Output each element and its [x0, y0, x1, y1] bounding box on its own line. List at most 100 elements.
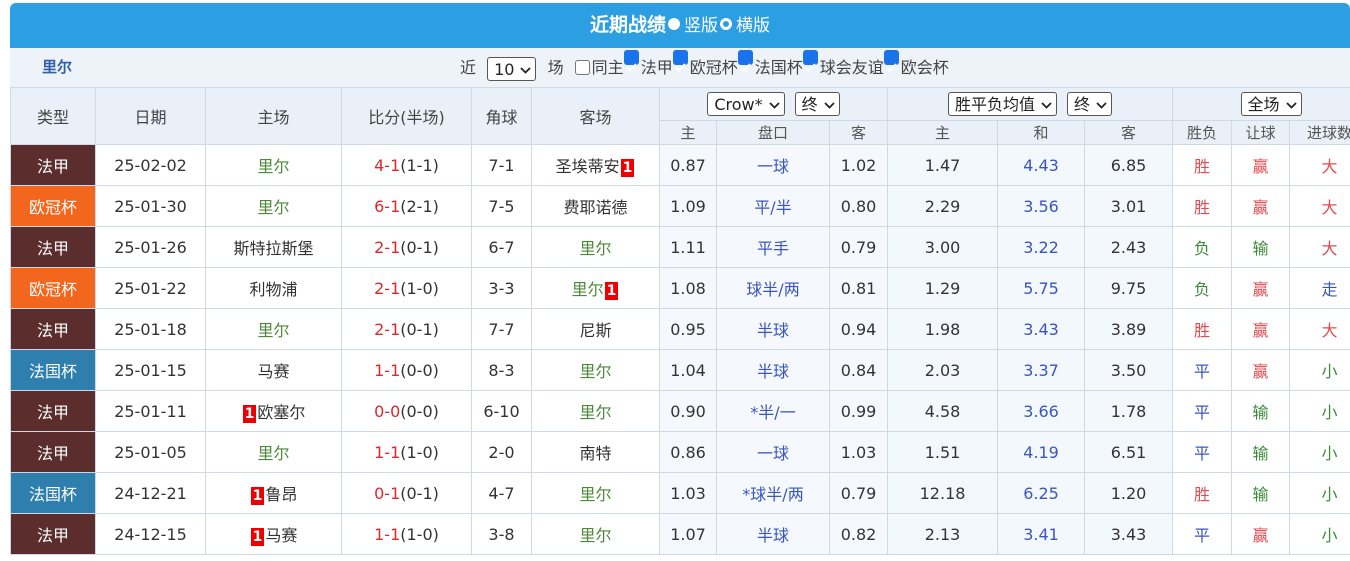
dropdown[interactable]: 胜平负均值 [948, 92, 1058, 116]
match-date: 25-01-22 [95, 267, 206, 309]
handicap: 一球 [716, 431, 830, 473]
option-label: 欧会杯 [900, 58, 949, 77]
match-date: 25-01-05 [95, 431, 206, 473]
away-team-cell: 费耶诺德 [531, 185, 660, 227]
dropdown[interactable]: 全场 [1240, 92, 1302, 116]
home-team-cell: 1 欧塞尔 [205, 390, 342, 432]
dropdown-value: 终 [1074, 95, 1091, 114]
option-label: 同主 [591, 58, 624, 77]
home-team: 马赛 [257, 362, 290, 381]
home-team: 鲁昂 [265, 485, 298, 504]
filter-option[interactable]: 欧会杯 [883, 50, 949, 77]
avg-home: 1.51 [887, 431, 999, 473]
score-cell: 1-1(0-0) [341, 349, 472, 391]
match-row: 法甲 25-02-02 里尔 4-1(1-1) 7-1 圣埃蒂安 1 0.87 一球 1.02 1.… [10, 144, 1350, 186]
panel: 近期战绩 竖版 横版 里尔 近 10 场 同主 法甲 欧冠杯 法国杯 球会友谊 欧会杯 类型日… [10, 3, 1350, 561]
sub-header: 主 [659, 120, 717, 145]
dropdown[interactable]: 终 [794, 92, 840, 116]
away-team-cell: 里尔 [531, 513, 660, 555]
filter-option[interactable]: 同主 [569, 58, 624, 77]
goals-result: 小 [1289, 349, 1350, 391]
match-row: 法甲 25-01-11 1 欧塞尔 0-0(0-0) 6-10 里尔 0.90 *半/一 0.99… [10, 390, 1350, 432]
avg-home: 1.29 [887, 267, 999, 309]
dropdown[interactable]: 终 [1067, 92, 1113, 116]
filter-option[interactable]: 法国杯 [737, 50, 803, 77]
column-header: 日期 [95, 87, 206, 145]
score-cell: 2-1(0-1) [341, 226, 472, 268]
result: 胜 [1172, 472, 1233, 514]
avg-draw: 6.25 [997, 472, 1086, 514]
filter-option[interactable]: 球会友谊 [802, 50, 884, 77]
match-type: 法甲 [10, 226, 96, 268]
result: 平 [1172, 513, 1233, 555]
avg-away: 3.50 [1084, 349, 1174, 391]
handicap-result: 输 [1231, 431, 1291, 473]
column-header: 客场 [531, 87, 660, 145]
handicap: 平/半 [716, 185, 830, 227]
result: 平 [1172, 431, 1233, 473]
score-cell: 0-1(0-1) [341, 472, 472, 514]
odds-home: 1.04 [659, 349, 717, 391]
filter-option[interactable]: 欧冠杯 [672, 50, 738, 77]
layout-option[interactable]: 横版 [718, 16, 770, 36]
avg-home: 2.03 [887, 349, 999, 391]
filter-option[interactable]: 法甲 [623, 50, 673, 77]
home-team-cell: 斯特拉斯堡 [205, 226, 342, 268]
avg-home: 4.58 [887, 390, 999, 432]
home-team-cell: 里尔 [205, 185, 342, 227]
dropdown-value: 终 [801, 95, 818, 114]
red-card: 1 [242, 405, 257, 423]
avg-away: 3.43 [1084, 513, 1174, 555]
handicap: 球半/两 [716, 267, 830, 309]
corners: 7-1 [471, 144, 532, 186]
score: 2-1 [374, 319, 401, 339]
handicap-result: 输 [1231, 390, 1291, 432]
handicap-result: 赢 [1231, 308, 1291, 350]
sub-header: 客 [828, 120, 889, 145]
half-score: (1-0) [400, 524, 439, 544]
handicap-result: 输 [1231, 472, 1291, 514]
corners: 7-7 [471, 308, 532, 350]
avg-home: 1.47 [887, 144, 999, 186]
avg-away: 6.51 [1084, 431, 1174, 473]
away-team: 费耶诺德 [563, 198, 628, 217]
avg-away: 9.75 [1084, 267, 1174, 309]
away-team: 南特 [579, 444, 612, 463]
sub-header: 胜负 [1172, 120, 1233, 145]
avg-draw: 3.66 [997, 390, 1086, 432]
checkboxes: 同主 法甲 欧冠杯 法国杯 球会友谊 欧会杯 [569, 50, 949, 77]
dropdown-value: 胜平负均值 [955, 95, 1036, 114]
odds-away: 0.80 [828, 185, 889, 227]
goals-result: 小 [1289, 513, 1350, 555]
dropdown[interactable]: Crow* [707, 92, 785, 116]
odds-away: 1.03 [828, 431, 889, 473]
goals-result: 大 [1289, 185, 1350, 227]
away-team: 尼斯 [579, 321, 612, 340]
away-team-cell: 里尔 [531, 226, 660, 268]
half-score: (1-1) [400, 155, 439, 175]
count-select[interactable]: 10 [487, 56, 537, 81]
sub-header: 客 [1084, 120, 1174, 145]
half-score: (0-1) [400, 483, 439, 503]
layout-switch: 竖版 横版 [666, 16, 770, 36]
home-team: 里尔 [257, 321, 290, 340]
score-cell: 6-1(2-1) [341, 185, 472, 227]
avg-home: 1.98 [887, 308, 999, 350]
match-date: 25-01-18 [95, 308, 206, 350]
half-score: (2-1) [400, 196, 439, 216]
handicap-result: 赢 [1231, 349, 1291, 391]
odds-away: 0.79 [828, 472, 889, 514]
select-header: 胜平负均值 终 [887, 87, 1174, 121]
home-team-cell: 1 马赛 [205, 513, 342, 555]
score: 2-1 [374, 278, 401, 298]
layout-label: 横版 [736, 16, 770, 36]
match-date: 25-02-02 [95, 144, 206, 186]
odds-home: 1.11 [659, 226, 717, 268]
home-team-cell: 1 鲁昂 [205, 472, 342, 514]
option-label: 法国杯 [754, 58, 803, 77]
avg-draw: 3.41 [997, 513, 1086, 555]
score: 1-1 [374, 360, 401, 380]
layout-option[interactable]: 竖版 [666, 16, 718, 36]
match-date: 25-01-26 [95, 226, 206, 268]
score: 4-1 [374, 155, 401, 175]
